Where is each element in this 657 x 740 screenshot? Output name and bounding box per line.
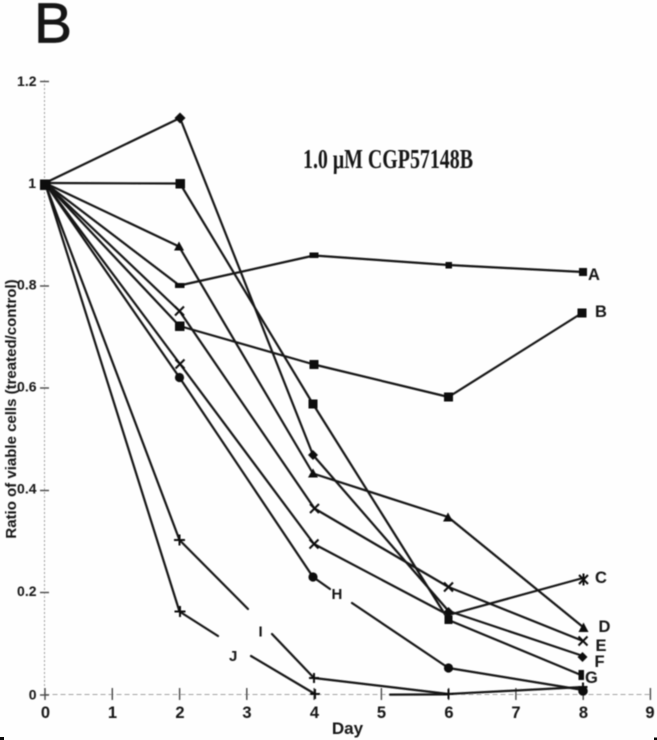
svg-text:9: 9: [645, 704, 654, 722]
svg-text:0.4: 0.4: [17, 481, 37, 497]
svg-text:Day: Day: [332, 719, 364, 738]
svg-text:7: 7: [511, 704, 520, 722]
svg-text:Ratio of viable cells (treated: Ratio of viable cells (treated/control): [3, 279, 20, 538]
svg-text:5: 5: [377, 704, 386, 722]
svg-text:C: C: [595, 569, 607, 587]
svg-text:4: 4: [310, 704, 320, 722]
svg-text:A: A: [588, 266, 600, 284]
svg-text:1.2: 1.2: [17, 73, 37, 89]
svg-text:1: 1: [28, 175, 36, 191]
svg-text:0: 0: [41, 704, 50, 722]
svg-text:8: 8: [579, 704, 588, 722]
svg-text:0.2: 0.2: [17, 583, 37, 599]
svg-text:0: 0: [29, 687, 37, 703]
svg-text:B: B: [595, 303, 607, 321]
svg-text:D: D: [599, 618, 611, 636]
svg-text:0.8: 0.8: [17, 277, 37, 293]
svg-text:B: B: [34, 0, 72, 56]
svg-text:2: 2: [175, 704, 184, 722]
svg-text:I: I: [259, 624, 263, 641]
svg-text:3: 3: [242, 704, 251, 722]
svg-text:6: 6: [444, 704, 453, 722]
svg-text:J: J: [229, 648, 237, 665]
svg-text:G: G: [585, 669, 598, 687]
svg-text:1: 1: [108, 704, 117, 722]
svg-text:1.0 μM CGP57148B: 1.0 μM CGP57148B: [303, 144, 473, 174]
svg-text:F: F: [595, 653, 605, 671]
svg-text:H: H: [332, 586, 343, 603]
svg-text:E: E: [596, 637, 607, 655]
svg-text:0.6: 0.6: [17, 379, 37, 395]
